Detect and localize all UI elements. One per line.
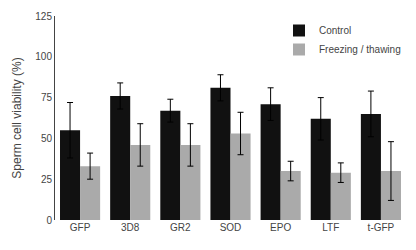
svg-text:GR2: GR2	[170, 222, 191, 233]
svg-text:50: 50	[41, 133, 53, 144]
svg-text:t-GFP: t-GFP	[368, 222, 395, 233]
svg-text:Freezing / thawing: Freezing / thawing	[319, 44, 401, 55]
svg-text:Sperm cell viability (%): Sperm cell viability (%)	[10, 57, 24, 178]
svg-text:100: 100	[35, 51, 52, 62]
svg-text:125: 125	[35, 11, 52, 22]
svg-text:Control: Control	[319, 25, 351, 36]
svg-text:75: 75	[41, 92, 53, 103]
svg-text:0: 0	[46, 215, 52, 226]
svg-text:SOD: SOD	[220, 222, 242, 233]
svg-text:EPO: EPO	[270, 222, 291, 233]
svg-text:3D8: 3D8	[121, 222, 140, 233]
svg-text:GFP: GFP	[70, 222, 91, 233]
svg-text:25: 25	[41, 174, 53, 185]
svg-text:LTF: LTF	[322, 222, 339, 233]
